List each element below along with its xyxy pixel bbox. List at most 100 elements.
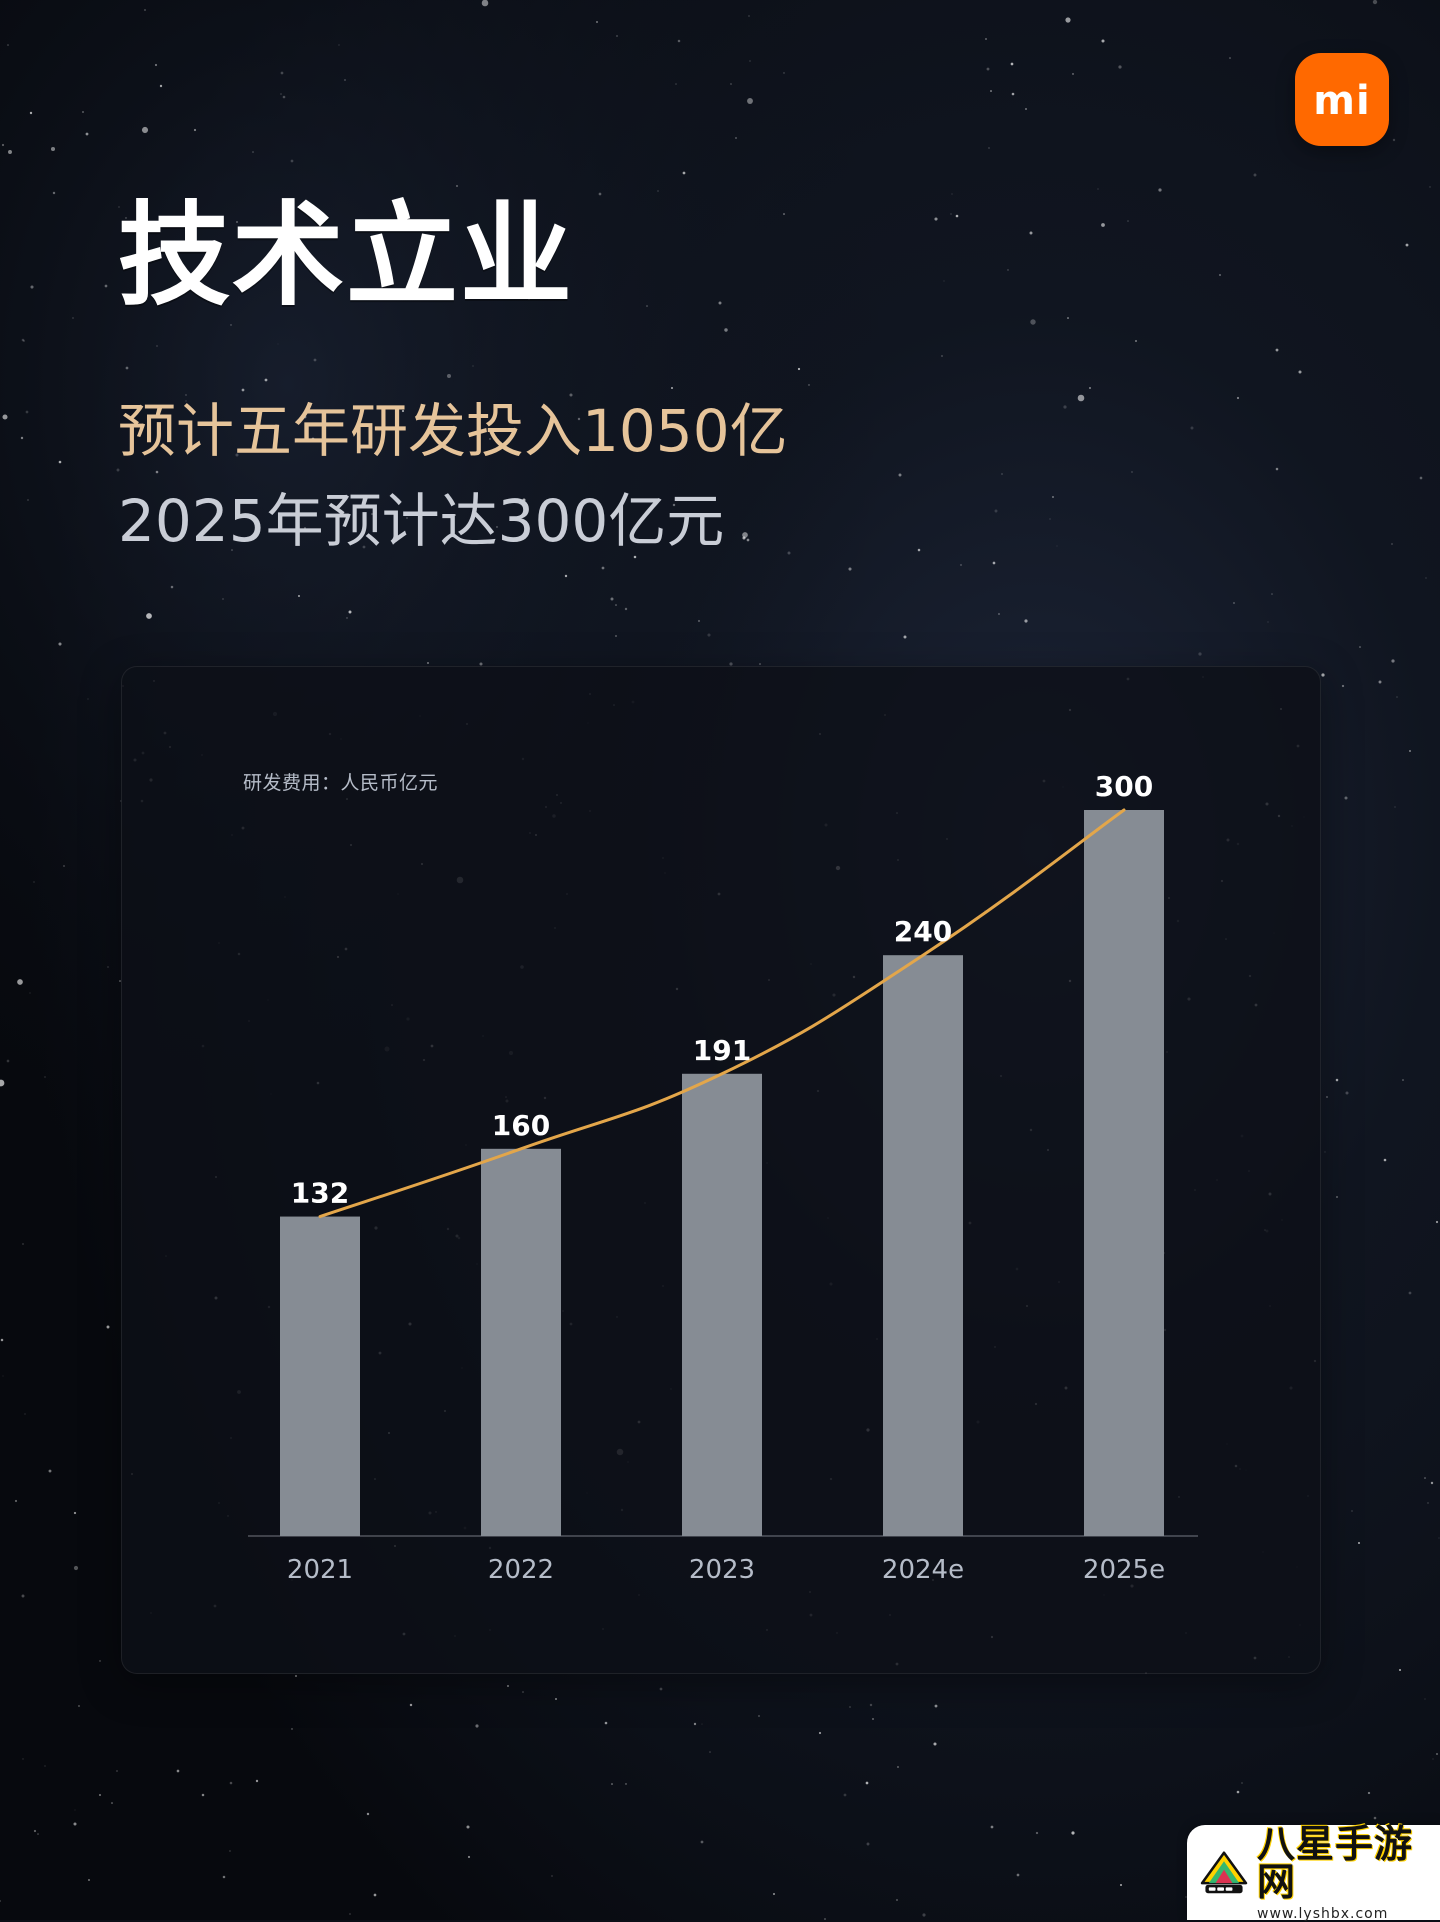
star (291, 1728, 293, 1730)
star (1435, 1220, 1439, 1224)
star (657, 190, 659, 192)
star (933, 1742, 937, 1746)
star (818, 1731, 822, 1735)
star (955, 214, 959, 218)
star (313, 358, 317, 362)
star (849, 1706, 851, 1708)
watermark-url: www.lyshbx.com (1257, 1905, 1389, 1922)
star (1101, 223, 1105, 227)
star (0, 1899, 2, 1903)
data-label-2021: 132 (291, 1177, 349, 1210)
star (1072, 73, 1074, 75)
star (63, 865, 65, 867)
star (30, 285, 34, 289)
watermark-title: 八星手游网 (1257, 1821, 1414, 1904)
star (72, 317, 74, 319)
star (373, 1893, 377, 1897)
star (598, 192, 602, 196)
star (709, 1751, 711, 1753)
star (25, 410, 29, 414)
star (236, 221, 238, 223)
star (472, 365, 474, 367)
star (58, 642, 62, 646)
star (897, 1766, 899, 1768)
x-tick-2021: 2021 (287, 1555, 353, 1585)
star (1373, 1816, 1377, 1820)
star (903, 635, 907, 639)
star (898, 473, 902, 477)
star (1097, 188, 1099, 190)
star (1025, 108, 1027, 110)
star (1321, 673, 1325, 677)
star (1118, 65, 1122, 69)
star (1429, 186, 1431, 188)
star (1378, 680, 1382, 684)
star (1435, 1752, 1439, 1756)
subtitle-five-year: 预计五年研发投入1050亿 (118, 397, 788, 465)
star (0, 1079, 5, 1087)
star (951, 193, 953, 195)
star (596, 21, 598, 23)
star (311, 437, 315, 441)
star (1001, 473, 1003, 475)
star (707, 633, 711, 637)
star (1391, 543, 1393, 545)
star (998, 613, 1000, 615)
bars-group (280, 810, 1164, 1536)
star (17, 979, 23, 985)
star (797, 367, 801, 371)
star (625, 1783, 627, 1785)
star (303, 415, 307, 419)
star (1359, 646, 1361, 648)
watermark-text: 八星手游网 www.lyshbx.com (1257, 1825, 1440, 1921)
star (522, 1691, 524, 1693)
star (230, 324, 232, 326)
data-label-2024e: 240 (894, 915, 952, 948)
star (466, 1825, 470, 1829)
star (48, 1469, 52, 1473)
star (985, 38, 987, 40)
star (1275, 467, 1279, 471)
star (659, 1687, 663, 1691)
star (264, 378, 268, 382)
star (507, 1685, 509, 1687)
star (1063, 405, 1067, 409)
star (1198, 652, 1202, 656)
star (1425, 577, 1427, 579)
star (73, 1511, 77, 1515)
star (1419, 476, 1423, 480)
star (610, 597, 614, 601)
star (1077, 394, 1085, 402)
star (235, 453, 239, 457)
star (0, 1338, 4, 1342)
star (111, 1802, 113, 1804)
star (1335, 1078, 1339, 1082)
star (185, 400, 187, 402)
x-tick-2025e: 2025e (1083, 1555, 1165, 1585)
star (1241, 1782, 1243, 1784)
star (1127, 220, 1129, 222)
star (33, 881, 35, 883)
star (1236, 396, 1240, 400)
star (1056, 545, 1058, 547)
star (1253, 173, 1257, 177)
watermark-emblem-icon (1200, 1850, 1248, 1893)
star (1344, 796, 1348, 800)
star (1236, 1790, 1240, 1794)
star (24, 1413, 26, 1415)
star (118, 206, 120, 208)
star (447, 374, 451, 378)
star (87, 1878, 91, 1882)
star (85, 132, 89, 136)
star (682, 171, 686, 175)
data-label-2025e: 300 (1095, 770, 1153, 803)
subtitle-2025: 2025年预计达300亿元 (118, 487, 725, 555)
star (896, 1899, 898, 1901)
star (1131, 471, 1133, 473)
star (6, 1059, 10, 1063)
data-label-2023: 191 (693, 1034, 751, 1067)
star (1190, 426, 1194, 430)
star (729, 662, 733, 666)
star (308, 233, 312, 237)
star (1185, 1896, 1187, 1898)
